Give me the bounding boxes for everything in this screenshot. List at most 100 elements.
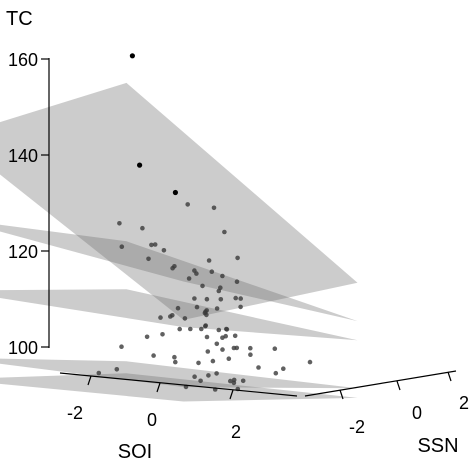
data-point-35 (248, 345, 253, 351)
data-point-75 (234, 345, 240, 351)
data-point-68 (216, 288, 222, 294)
data-point-37 (173, 359, 178, 365)
z-axis: 100 120 140 160 TC (6, 8, 50, 358)
data-point-22 (194, 304, 200, 310)
data-point-4 (185, 202, 190, 207)
x-tick-label-0: 0 (147, 410, 157, 430)
x-axis-line (59, 372, 298, 397)
data-point-73 (214, 341, 220, 347)
data-point-56 (226, 356, 232, 362)
data-point-60 (114, 367, 120, 372)
data-point-36 (196, 360, 201, 366)
data-point-71 (238, 304, 243, 310)
y-axis-line (304, 370, 457, 397)
data-point-72 (216, 327, 222, 333)
regression-plane-3 (0, 289, 358, 341)
data-point-41 (281, 366, 286, 372)
data-point-10 (222, 229, 227, 235)
data-point-19 (188, 326, 193, 332)
z-tick-label-120: 120 (8, 242, 38, 262)
data-point-30 (168, 314, 173, 319)
x-tick-mark-neg2 (87, 375, 92, 386)
data-point-45 (214, 371, 219, 376)
regression-plane-2 (0, 358, 358, 389)
z-tick-label-160: 160 (8, 50, 38, 70)
data-point-31 (204, 334, 210, 340)
data-point-62 (119, 244, 125, 249)
data-point-26 (209, 269, 215, 275)
data-point-23 (218, 297, 224, 302)
data-point-33 (223, 333, 228, 339)
x-tick-mark-0 (156, 382, 161, 393)
data-point-13 (199, 326, 204, 332)
data-point-51 (240, 378, 246, 384)
data-point-87 (204, 296, 210, 302)
data-point-55 (182, 316, 188, 321)
y-tick-mark-0 (396, 380, 401, 391)
y-tick-label-neg2: -2 (349, 417, 365, 437)
data-point-76 (224, 326, 229, 332)
data-point-5 (140, 225, 145, 231)
data-point-6 (152, 242, 158, 247)
data-point-2 (137, 162, 143, 168)
data-point-82 (192, 268, 197, 273)
y-axis-title: SSN (417, 435, 458, 457)
data-point-52 (228, 378, 233, 384)
z-tick-label-140: 140 (8, 146, 38, 166)
z-tick-label-100: 100 (8, 338, 38, 358)
data-point-77 (206, 258, 212, 263)
data-point-66 (234, 279, 240, 285)
data-point-39 (210, 358, 216, 364)
data-point-80 (220, 347, 225, 352)
data-point-88 (200, 283, 205, 289)
y-tick-label-2: 2 (459, 393, 469, 413)
data-point-58 (119, 344, 124, 350)
x-tick-label-2: 2 (231, 422, 241, 442)
data-points (96, 53, 313, 392)
y-axis: -2 0 2 SSN (304, 370, 469, 457)
data-point-85 (256, 365, 261, 370)
data-point-59 (172, 354, 177, 360)
data-point-83 (172, 264, 177, 269)
y-tick-label-0: 0 (412, 403, 422, 423)
data-point-89 (175, 305, 181, 311)
data-point-49 (198, 378, 203, 384)
data-point-64 (220, 273, 225, 279)
data-point-40 (273, 370, 279, 376)
data-point-78 (149, 242, 154, 248)
x-tick-label-neg2: -2 (67, 403, 83, 423)
data-point-46 (96, 370, 102, 376)
data-point-24 (214, 306, 220, 311)
data-point-57 (144, 334, 150, 340)
data-point-8 (211, 205, 217, 211)
data-point-7 (161, 248, 167, 253)
regression-planes (0, 82, 358, 402)
data-point-70 (238, 296, 243, 301)
data-point-25 (151, 353, 156, 358)
data-point-63 (235, 255, 240, 261)
data-point-38 (232, 333, 238, 339)
data-point-86 (192, 374, 197, 380)
y-tick-mark-2 (447, 371, 452, 382)
regression-plane-4 (0, 224, 358, 322)
x-axis: -2 0 2 SOI (59, 372, 298, 463)
data-point-16 (177, 326, 182, 332)
data-point-54 (272, 346, 278, 352)
data-point-9 (117, 221, 122, 226)
z-axis-title: TC (6, 8, 33, 30)
data-point-42 (307, 359, 313, 365)
x-axis-title: SOI (118, 441, 152, 463)
data-point-21 (160, 332, 165, 337)
data-point-81 (248, 352, 253, 358)
regression-plane-5 (0, 82, 358, 320)
x-tick-mark-2 (229, 389, 234, 400)
data-point-50 (231, 380, 237, 386)
data-point-1 (129, 53, 135, 59)
data-point-20 (203, 323, 208, 328)
data-point-27 (158, 315, 163, 320)
data-point-15 (192, 296, 197, 301)
data-point-69 (233, 295, 238, 301)
data-point-84 (205, 349, 211, 354)
data-point-34 (204, 312, 209, 318)
